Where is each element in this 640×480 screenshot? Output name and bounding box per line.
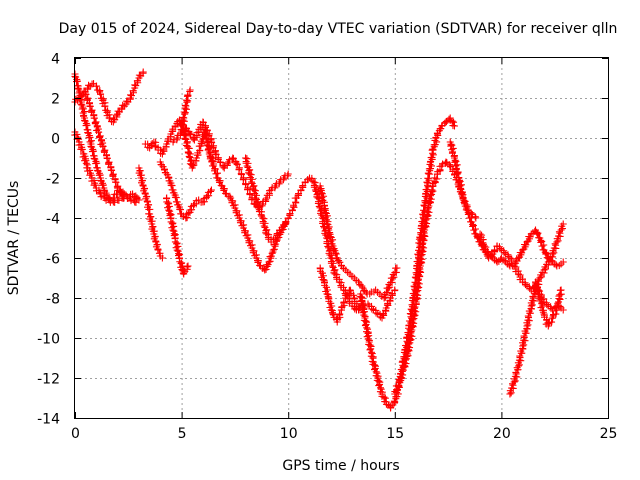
plus-marker-trace bbox=[446, 138, 567, 270]
y-tick-label: 2 bbox=[51, 92, 60, 108]
y-tick-label: -14 bbox=[37, 412, 60, 428]
x-tick-label: 15 bbox=[386, 426, 404, 442]
series-17 bbox=[446, 138, 567, 270]
series-13 bbox=[316, 182, 401, 302]
series-11 bbox=[205, 150, 290, 274]
plus-marker-trace bbox=[205, 150, 290, 274]
y-tick-label: -12 bbox=[37, 372, 60, 388]
series-5 bbox=[135, 164, 166, 262]
x-tick-label: 10 bbox=[280, 426, 298, 442]
plus-marker-trace bbox=[242, 154, 399, 322]
series-20 bbox=[532, 278, 565, 330]
y-tick-label: 0 bbox=[51, 132, 60, 148]
plus-marker-trace bbox=[82, 90, 128, 202]
plus-marker-trace bbox=[506, 220, 567, 398]
series-14 bbox=[316, 264, 363, 326]
series-16 bbox=[391, 158, 480, 398]
y-tick-label: -4 bbox=[46, 212, 60, 228]
plus-marker-trace bbox=[163, 194, 192, 278]
y-tick-label: 4 bbox=[51, 52, 60, 68]
x-tick-label: 0 bbox=[71, 426, 80, 442]
x-tick-labels: 0 5 10 15 20 25 bbox=[71, 426, 617, 442]
x-axis-title: GPS time / hours bbox=[282, 458, 399, 474]
plot-frame bbox=[74, 57, 609, 419]
series-4 bbox=[82, 90, 128, 202]
y-tick-label: -8 bbox=[46, 292, 60, 308]
y-tick-labels: -14 -12 -10 -8 -6 -4 -2 0 2 4 bbox=[37, 52, 60, 428]
series-19 bbox=[506, 220, 567, 398]
plus-marker-trace bbox=[391, 158, 480, 398]
series-12 bbox=[242, 154, 399, 322]
plus-marker-trace bbox=[532, 278, 565, 330]
y-tick-label: -2 bbox=[46, 172, 60, 188]
plus-marker-trace bbox=[316, 264, 363, 326]
x-tick-label: 25 bbox=[600, 426, 618, 442]
series-18 bbox=[476, 230, 567, 314]
data-marks bbox=[71, 68, 567, 412]
plus-marker-trace bbox=[476, 230, 567, 314]
series-8 bbox=[163, 194, 192, 278]
grid bbox=[75, 58, 608, 418]
plus-marker-trace bbox=[135, 164, 166, 262]
chart-title: Day 015 of 2024, Sidereal Day-to-day VTE… bbox=[59, 21, 618, 37]
series-7 bbox=[156, 158, 215, 222]
plus-marker-trace bbox=[156, 158, 215, 222]
axis-ticks bbox=[75, 58, 609, 419]
y-tick-label: -6 bbox=[46, 252, 60, 268]
plus-marker-trace bbox=[316, 182, 401, 302]
x-tick-label: 5 bbox=[178, 426, 187, 442]
y-axis-title: SDTVAR / TECUs bbox=[6, 181, 22, 296]
x-tick-label: 20 bbox=[493, 426, 511, 442]
y-tick-label: -10 bbox=[37, 332, 60, 348]
